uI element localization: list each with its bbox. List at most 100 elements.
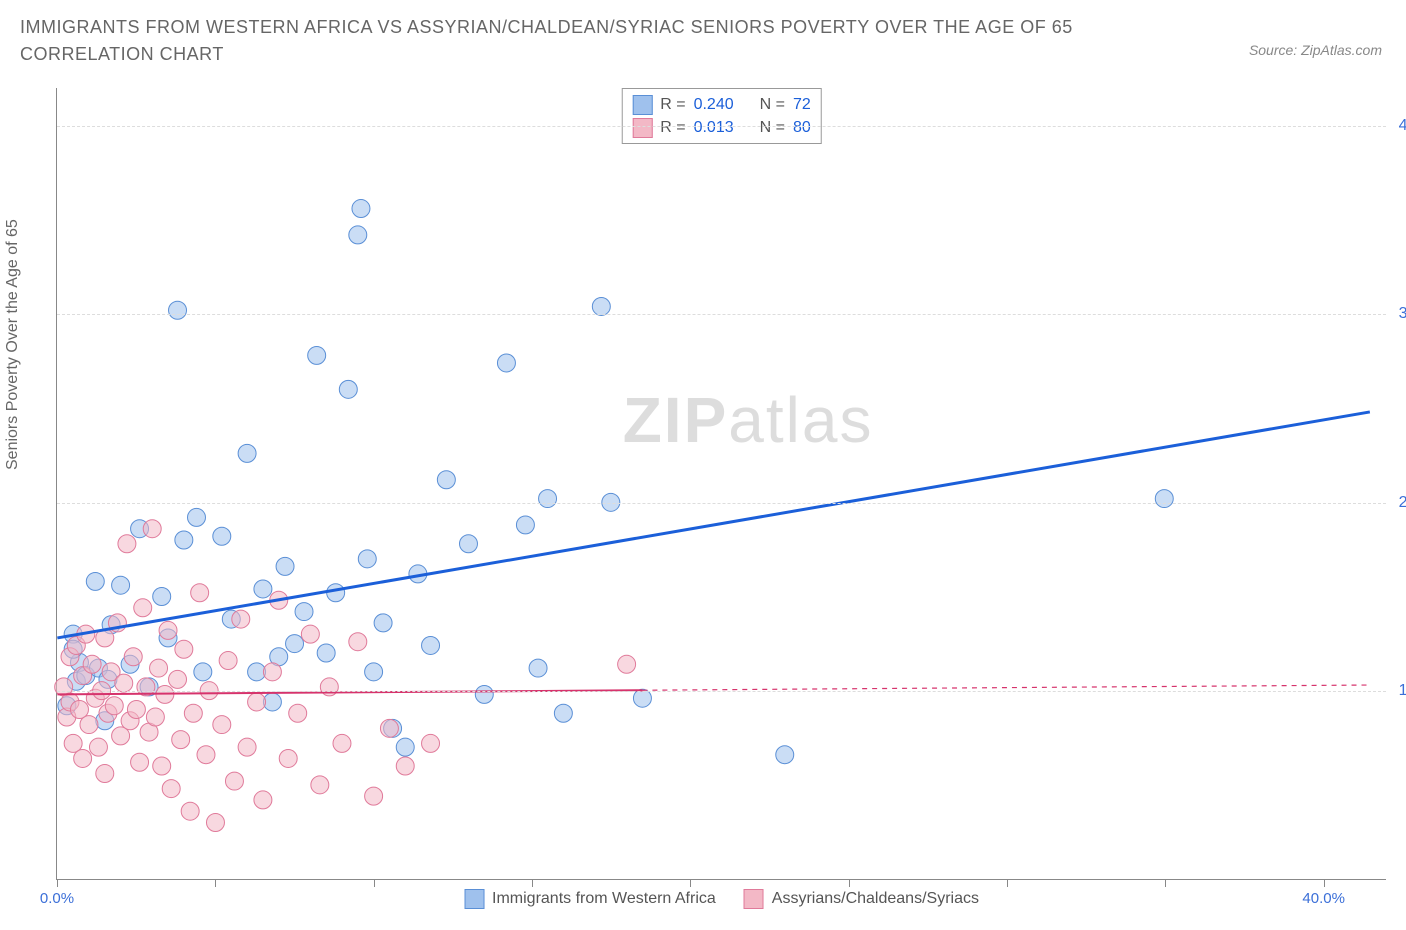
data-point <box>422 636 440 654</box>
data-point <box>143 520 161 538</box>
data-point <box>219 652 237 670</box>
data-point <box>396 738 414 756</box>
data-point <box>279 749 297 767</box>
data-point <box>365 663 383 681</box>
data-point <box>115 674 133 692</box>
y-tick-label: 30.0% <box>1390 305 1406 323</box>
y-tick-label: 40.0% <box>1390 117 1406 135</box>
data-point <box>248 663 266 681</box>
data-point <box>475 685 493 703</box>
data-point <box>150 659 168 677</box>
data-point <box>352 200 370 218</box>
x-tick <box>215 879 216 887</box>
data-point <box>308 346 326 364</box>
chart-title: IMMIGRANTS FROM WESTERN AFRICA VS ASSYRI… <box>20 14 1140 68</box>
source-credit: Source: ZipAtlas.com <box>1249 42 1382 58</box>
data-point <box>225 772 243 790</box>
y-tick-label: 20.0% <box>1390 494 1406 512</box>
grid-line <box>57 691 1386 692</box>
legend-r-value: 0.013 <box>694 116 734 139</box>
grid-line <box>57 314 1386 315</box>
x-tick <box>57 879 58 887</box>
data-point <box>263 693 281 711</box>
data-point <box>497 354 515 372</box>
legend-swatch <box>632 118 652 138</box>
chart-plot-area: ZIPatlas R =0.240N =72R =0.013N =80 Immi… <box>56 88 1386 880</box>
data-point <box>159 621 177 639</box>
grid-line <box>57 503 1386 504</box>
data-point <box>169 301 187 319</box>
trend-line <box>57 412 1370 638</box>
data-point <box>169 670 187 688</box>
data-point <box>206 814 224 832</box>
legend-row: R =0.240N =72 <box>632 93 811 116</box>
data-point <box>349 226 367 244</box>
data-point <box>289 704 307 722</box>
data-point <box>358 550 376 568</box>
data-point <box>263 663 281 681</box>
legend-n-label: N = <box>760 116 785 139</box>
data-point <box>105 697 123 715</box>
data-point <box>197 746 215 764</box>
data-point <box>213 716 231 734</box>
data-point <box>232 610 250 628</box>
series-legend-item: Immigrants from Western Africa <box>464 889 716 909</box>
data-point <box>238 444 256 462</box>
data-point <box>131 753 149 771</box>
scatter-svg <box>57 88 1386 879</box>
legend-n-label: N = <box>760 93 785 116</box>
x-tick <box>374 879 375 887</box>
data-point <box>592 297 610 315</box>
trend-line-dashed <box>642 685 1369 690</box>
x-tick <box>849 879 850 887</box>
legend-r-label: R = <box>660 116 685 139</box>
data-point <box>422 734 440 752</box>
data-point <box>112 576 130 594</box>
data-point <box>327 584 345 602</box>
data-point <box>238 738 256 756</box>
data-point <box>374 614 392 632</box>
x-tick <box>690 879 691 887</box>
data-point <box>311 776 329 794</box>
series-legend-label: Assyrians/Chaldeans/Syriacs <box>772 890 979 908</box>
legend-r-value: 0.240 <box>694 93 734 116</box>
data-point <box>89 738 107 756</box>
data-point <box>539 490 557 508</box>
data-point <box>134 599 152 617</box>
x-tick <box>1007 879 1008 887</box>
data-point <box>459 535 477 553</box>
series-legend-label: Immigrants from Western Africa <box>492 890 716 908</box>
data-point <box>776 746 794 764</box>
data-point <box>396 757 414 775</box>
legend-swatch <box>632 95 652 115</box>
data-point <box>254 791 272 809</box>
series-legend-item: Assyrians/Chaldeans/Syriacs <box>744 889 979 909</box>
data-point <box>118 535 136 553</box>
data-point <box>380 719 398 737</box>
data-point <box>349 633 367 651</box>
correlation-legend: R =0.240N =72R =0.013N =80 <box>621 88 822 144</box>
data-point <box>295 603 313 621</box>
data-point <box>437 471 455 489</box>
data-point <box>554 704 572 722</box>
data-point <box>172 731 190 749</box>
data-point <box>83 655 101 673</box>
data-point <box>175 531 193 549</box>
legend-r-label: R = <box>660 93 685 116</box>
x-tick <box>1324 879 1325 887</box>
legend-n-value: 80 <box>793 116 811 139</box>
data-point <box>184 704 202 722</box>
x-tick-label: 0.0% <box>40 890 74 907</box>
legend-swatch <box>464 889 484 909</box>
data-point <box>618 655 636 673</box>
data-point <box>365 787 383 805</box>
data-point <box>333 734 351 752</box>
data-point <box>188 508 206 526</box>
data-point <box>286 635 304 653</box>
legend-swatch <box>744 889 764 909</box>
grid-line <box>57 126 1386 127</box>
data-point <box>80 716 98 734</box>
data-point <box>124 648 142 666</box>
data-point <box>96 765 114 783</box>
y-tick-label: 10.0% <box>1390 682 1406 700</box>
